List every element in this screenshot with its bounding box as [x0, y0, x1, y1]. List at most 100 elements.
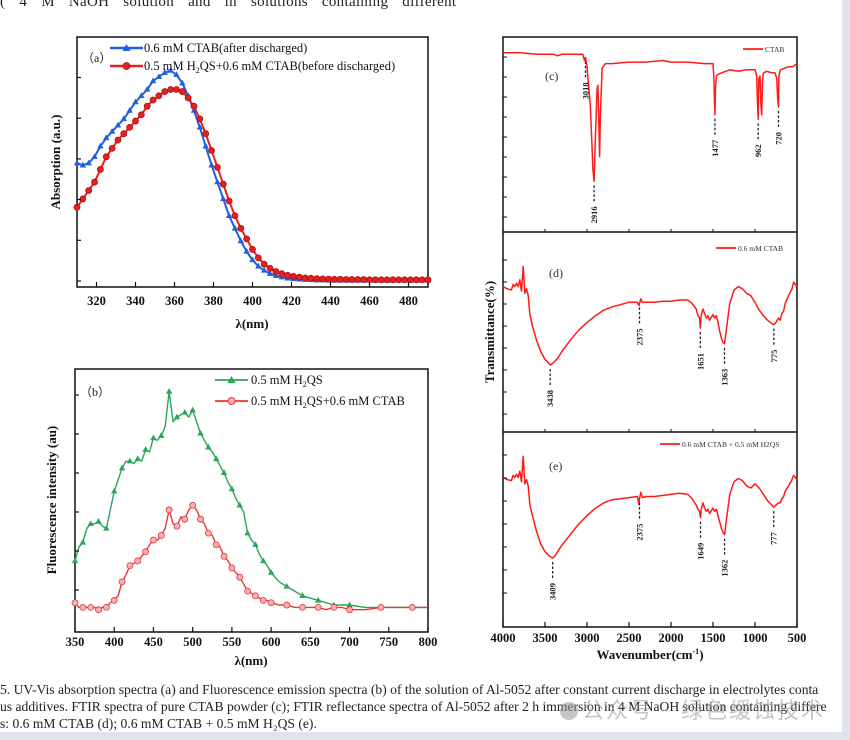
- data-point-circle: [336, 275, 344, 283]
- peak-label: 1362: [720, 560, 730, 577]
- legend-triangle-icon: [227, 376, 236, 383]
- ftir-frame: [502, 36, 798, 628]
- caption-line: s: 0.6 mM CTAB (d); 0.6 mM CTAB + 0.5 mM…: [0, 716, 317, 731]
- data-point-circle: [87, 603, 95, 611]
- data-point-triangle: [165, 388, 173, 394]
- x-tick-label: 480: [399, 294, 418, 308]
- data-point-circle: [272, 268, 280, 275]
- data-point-circle: [181, 515, 189, 523]
- data-point-circle: [412, 276, 420, 284]
- data-point-circle: [267, 599, 275, 607]
- data-point-circle: [71, 599, 79, 607]
- legend-label-a1: 0.6 mM CTAB(after discharged): [144, 41, 307, 55]
- data-point-circle: [377, 276, 385, 284]
- peak-label: 2375: [635, 328, 645, 345]
- legend-label-b2: 0.5 mM H2QS+0.6 mM CTAB: [251, 394, 405, 410]
- ftir-xlabel: Wavenumber(cm-1): [596, 647, 703, 662]
- peak-label: 2916: [589, 206, 599, 223]
- legend-circle-icon: [122, 62, 131, 70]
- peak-label: 777: [769, 531, 779, 545]
- data-point-circle: [295, 273, 303, 281]
- peak-label: 3018: [580, 82, 590, 99]
- data-point-circle: [348, 276, 356, 283]
- peak-label: 3438: [545, 390, 555, 407]
- data-point-triangle: [244, 529, 251, 536]
- data-point-circle: [243, 235, 251, 243]
- peak-label: 1649: [695, 543, 705, 560]
- data-point-triangle: [205, 443, 212, 450]
- x-tick-label: 700: [340, 635, 359, 649]
- watermark: 公众号 · 绿色缓蚀技术: [560, 693, 825, 725]
- data-point-circle: [360, 276, 368, 283]
- x-tick-label: 4000: [491, 631, 516, 645]
- data-point-circle: [150, 536, 157, 544]
- x-tick-label: 650: [301, 635, 320, 649]
- x-tick-label: 420: [282, 294, 301, 308]
- data-point-circle: [237, 224, 245, 232]
- data-point-circle: [301, 274, 309, 282]
- data-point-circle: [219, 180, 227, 188]
- data-point-triangle: [161, 69, 168, 75]
- caption-line: 5. UV-Vis absorption spectra (a) and Flu…: [0, 682, 819, 697]
- data-point-circle: [173, 86, 180, 93]
- data-point-circle: [383, 276, 391, 284]
- data-point-circle: [342, 276, 350, 283]
- data-point-circle: [85, 187, 93, 194]
- x-tick-label: 550: [223, 635, 242, 649]
- x-tick-label: 1500: [701, 631, 726, 645]
- data-point-triangle: [97, 142, 104, 149]
- data-point-triangle: [142, 446, 149, 452]
- data-point-circle: [110, 597, 118, 604]
- legend-label-c: CTAB: [765, 45, 784, 54]
- data-point-triangle: [237, 237, 244, 244]
- data-point-circle: [208, 147, 215, 154]
- data-point-triangle: [261, 266, 268, 273]
- data-point-triangle: [126, 107, 133, 113]
- x-tick-label: 450: [144, 635, 163, 649]
- x-tick-label: 3500: [533, 631, 558, 645]
- data-point-triangle: [252, 541, 259, 547]
- data-point-triangle: [214, 178, 221, 185]
- panel-b-ylabel: Fluorescence intensity (au): [44, 426, 59, 575]
- data-point-triangle: [243, 248, 250, 254]
- data-point-circle: [283, 601, 291, 609]
- data-point-circle: [165, 506, 173, 514]
- data-point-triangle: [73, 159, 81, 166]
- peak-label: 775: [769, 350, 779, 363]
- panel-a-uv-vis: 320 340 360 380 400 420 440 460 480 （a） 0.6 mM C…: [48, 36, 432, 331]
- data-point-triangle: [132, 98, 139, 105]
- x-tick-label: 500: [788, 631, 807, 645]
- caption-line: us additives. FTIR spectra of pure CTAB …: [0, 699, 827, 714]
- data-point-triangle: [213, 455, 220, 462]
- legend-label-e: 0.6 mM CTAB + 0.5 mM H2QS: [682, 440, 779, 449]
- data-point-circle: [102, 603, 110, 611]
- data-point-circle: [108, 144, 116, 152]
- data-point-circle: [196, 115, 204, 123]
- data-point-circle: [137, 111, 145, 119]
- data-point-circle: [142, 548, 150, 556]
- data-point-triangle: [283, 582, 290, 589]
- series-line-b-2: [74, 504, 428, 611]
- data-point-triangle: [149, 77, 157, 84]
- peak-label: 1651: [695, 353, 705, 370]
- x-tick-label: 460: [360, 294, 379, 308]
- data-point-circle: [157, 532, 165, 539]
- data-point-circle: [330, 275, 338, 283]
- data-point-triangle: [197, 429, 204, 436]
- data-point-circle: [118, 578, 126, 586]
- data-point-circle: [225, 197, 233, 205]
- data-point-triangle: [231, 224, 239, 231]
- data-point-triangle: [155, 73, 163, 80]
- data-point-triangle: [103, 524, 110, 531]
- data-point-circle: [155, 92, 163, 100]
- panel-a-legend: 0.6 mM CTAB(after discharged) 0.5 mM H2Q…: [110, 41, 395, 75]
- legend-label-a2: 0.5 mM H2QS+0.6 mM CTAB(before discharge…: [144, 59, 395, 75]
- data-point-circle: [354, 276, 362, 283]
- series-line-d-1: [502, 265, 798, 366]
- panel-a-xlabel: λ(nm): [235, 316, 268, 331]
- data-point-circle: [73, 203, 81, 211]
- data-point-circle: [319, 275, 327, 283]
- legend-label-b1: 0.5 mM H2QS: [251, 373, 323, 389]
- data-point-circle: [236, 573, 244, 581]
- x-tick-label: 360: [165, 294, 184, 308]
